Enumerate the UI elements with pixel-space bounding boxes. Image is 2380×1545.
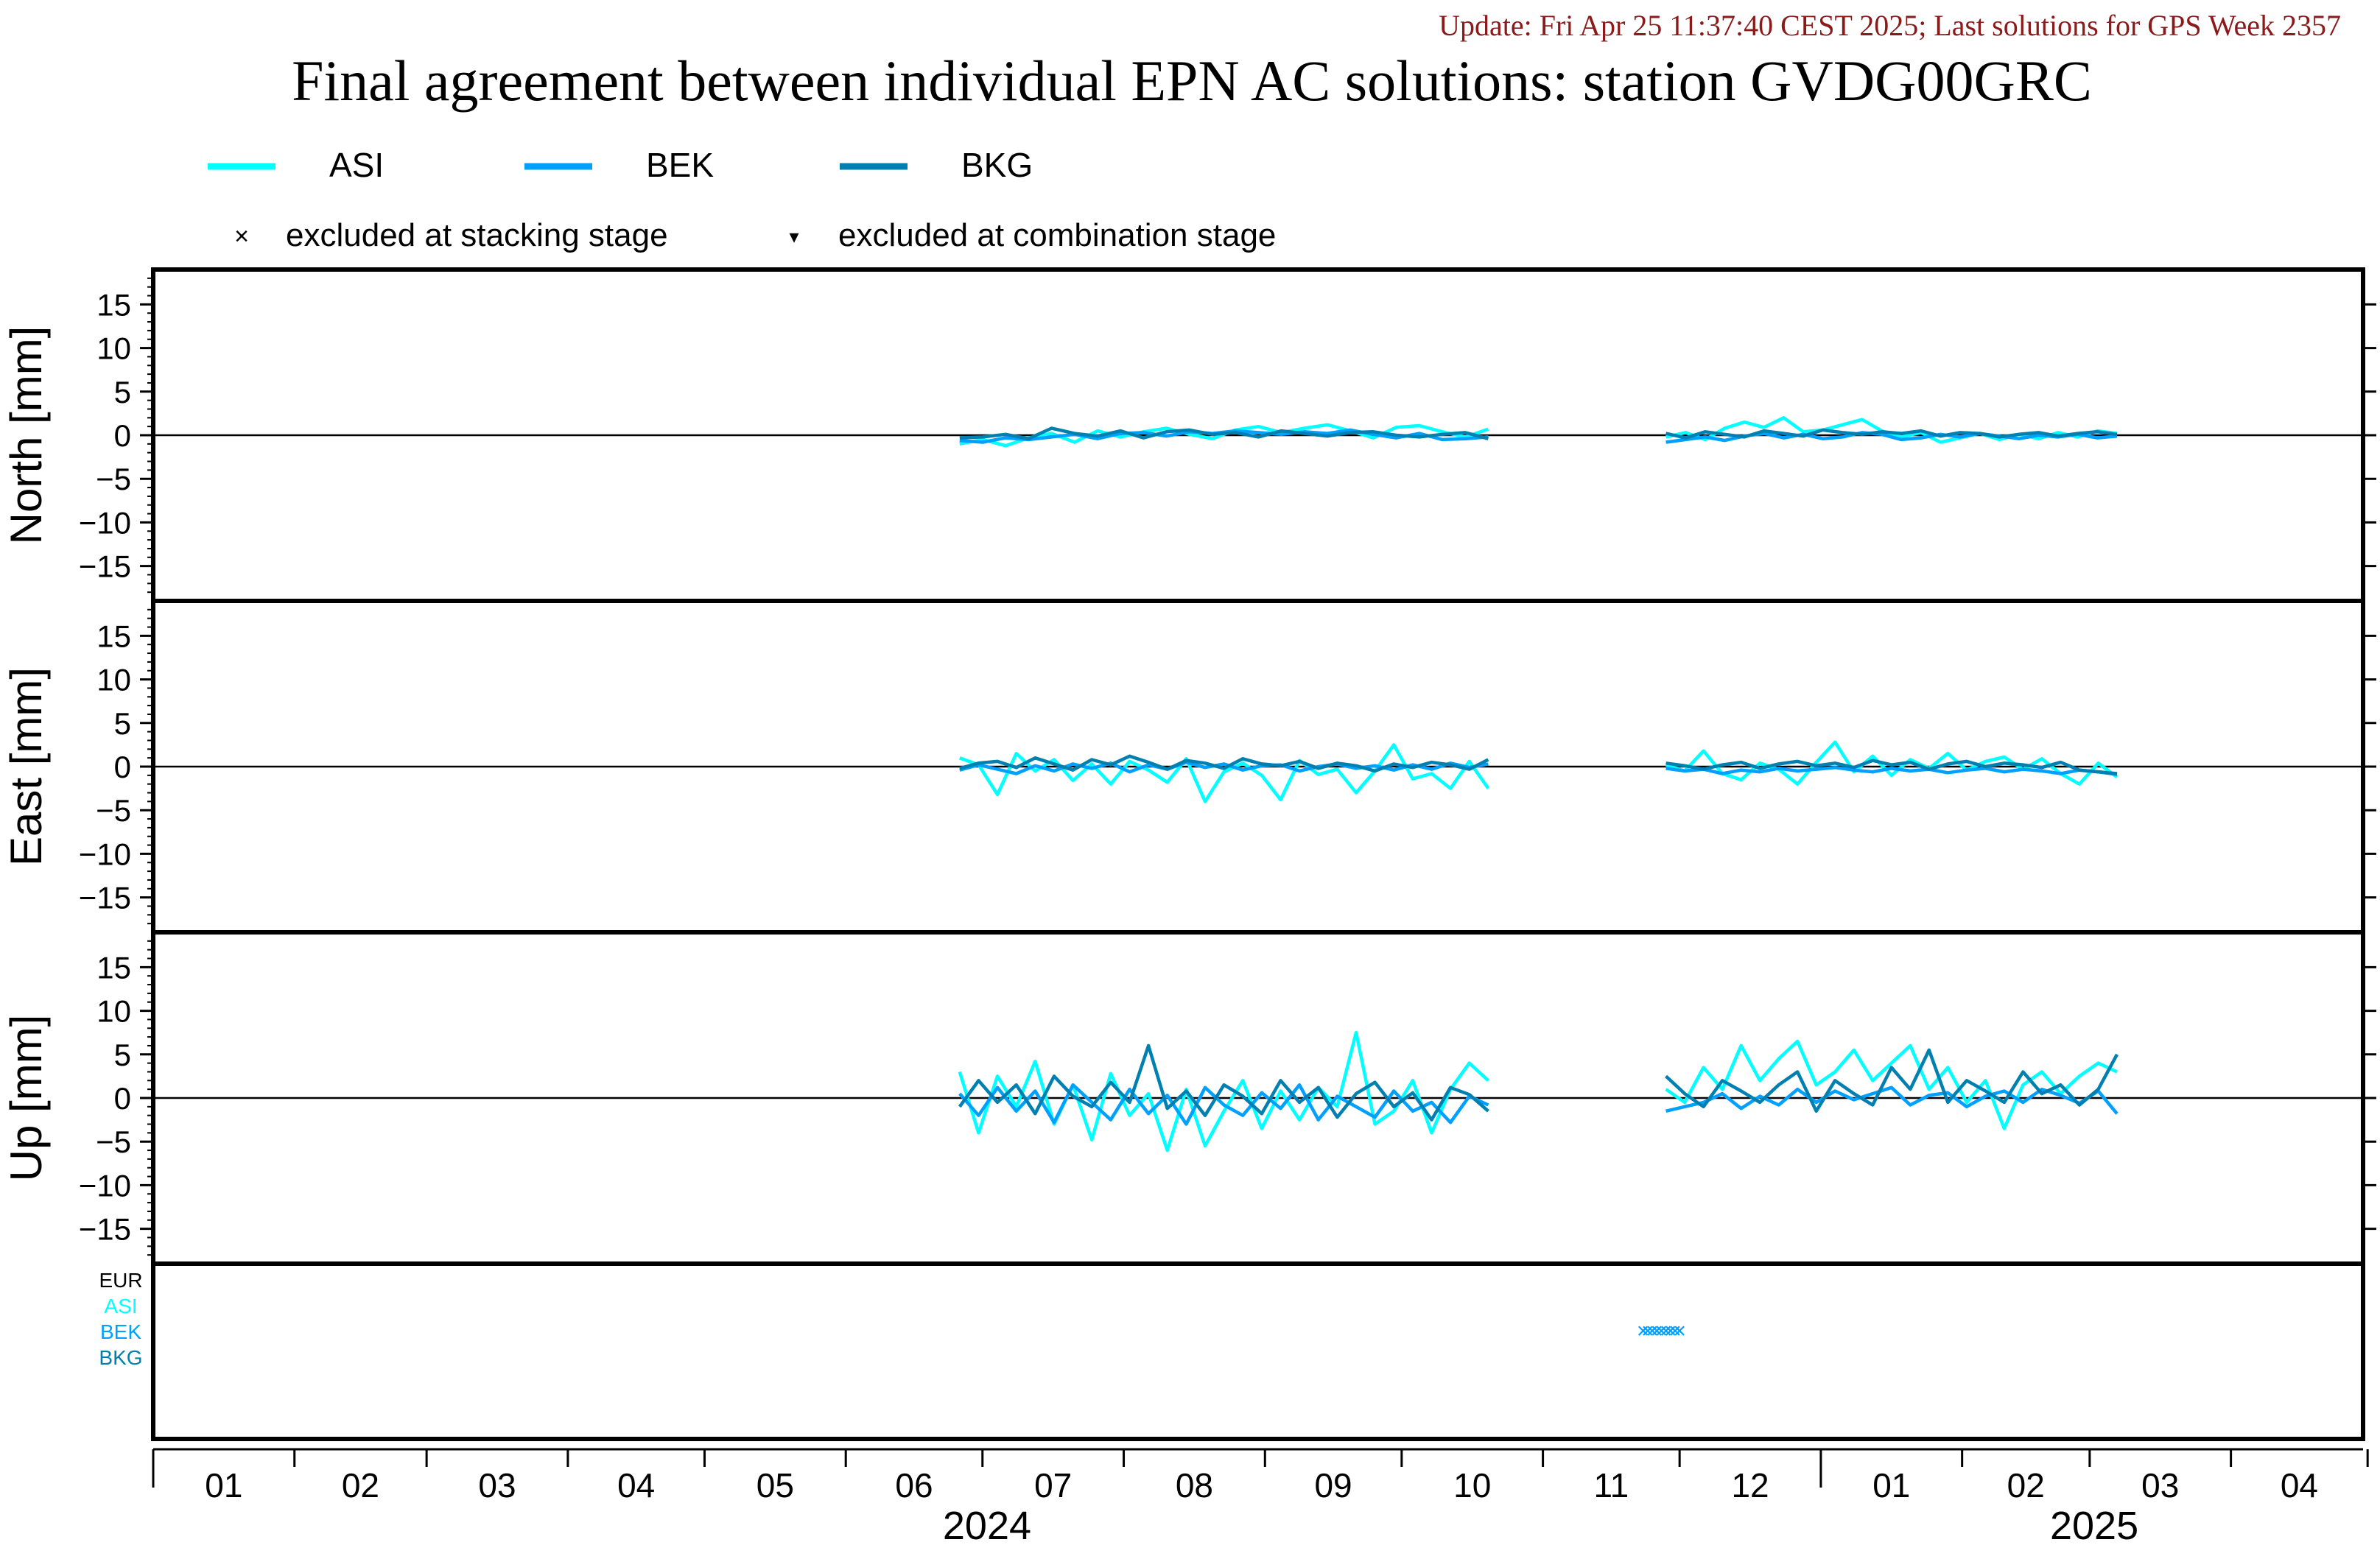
stacking-exclusion-marker: × bbox=[1655, 1319, 1668, 1343]
y-axis-label: North [mm] bbox=[1, 326, 51, 545]
x-axis: 01 02 03 04 05 06 07 08 09 10 11 12 01 02 03 04 2024 2025 bbox=[152, 1448, 2369, 1545]
series-line-bkg-segment-2 bbox=[1665, 1048, 2119, 1113]
x-month-label: 07 bbox=[1034, 1466, 1072, 1504]
series-line-bkg-segment-1 bbox=[958, 1044, 1489, 1122]
panel-up: 15 10 5 0 −5 −10 −15 Up [mm] bbox=[1, 930, 2376, 1266]
y-tick-label: 0 bbox=[114, 1081, 131, 1116]
y-tick-label: 5 bbox=[114, 1038, 131, 1072]
x-month-label: 02 bbox=[342, 1466, 379, 1504]
y-tick-label: −5 bbox=[96, 793, 131, 828]
x-year-label: 2024 bbox=[943, 1504, 1031, 1545]
series-line-bkg-segment-2 bbox=[1665, 428, 2118, 440]
x-month-label: 01 bbox=[205, 1466, 242, 1504]
panels: 15 10 5 0 −5 −10 −15 North [mm] 15 10 5 0 −5 −10 −15 Ea… bbox=[1, 267, 2376, 1441]
y-tick-label: 0 bbox=[114, 750, 131, 784]
series-line-asi-segment-2 bbox=[1665, 740, 2119, 786]
panel-east: 15 10 5 0 −5 −10 −15 East [mm] bbox=[1, 599, 2376, 935]
series-line-asi-segment-1 bbox=[958, 1030, 1489, 1152]
y-tick-label: 10 bbox=[96, 994, 131, 1029]
x-month-label: 03 bbox=[478, 1466, 516, 1504]
stacking-exclusion-marker: × bbox=[1637, 1319, 1650, 1343]
y-tick-label: −5 bbox=[96, 462, 131, 496]
x-month-label: 08 bbox=[1176, 1466, 1213, 1504]
exclusion-row-label-eur: EUR bbox=[99, 1269, 142, 1292]
y-tick-label: −10 bbox=[79, 837, 131, 871]
stacking-exclusion-marker: × bbox=[1650, 1319, 1663, 1343]
legend: ASI BEK BKG × excluded at stacking stage ▾ exc… bbox=[208, 146, 1276, 253]
combination-marker-label: excluded at combination stage bbox=[838, 217, 1276, 253]
x-year-label: 2025 bbox=[2050, 1504, 2138, 1545]
stacking-exclusion-marker: × bbox=[1660, 1319, 1673, 1343]
y-axis-label: East [mm] bbox=[1, 667, 51, 866]
series-line-bek-segment-1 bbox=[958, 1083, 1489, 1126]
series-line-bek-segment-2 bbox=[1665, 765, 2118, 776]
chart-title: Final agreement between individual EPN A… bbox=[292, 49, 2092, 113]
y-tick-label: 0 bbox=[114, 418, 131, 453]
series-line-bek-segment-1 bbox=[959, 760, 1489, 775]
exclusion-row-label-bek: BEK bbox=[100, 1320, 141, 1343]
y-tick-label: −10 bbox=[79, 1168, 131, 1203]
x-month-label: 03 bbox=[2141, 1466, 2179, 1504]
x-month-label: 10 bbox=[1453, 1466, 1491, 1504]
y-tick-label: −15 bbox=[79, 1212, 131, 1247]
y-tick-label: 5 bbox=[114, 706, 131, 741]
series-line-bkg-segment-2 bbox=[1665, 759, 2118, 775]
stacking-exclusion-marker: × bbox=[1673, 1319, 1686, 1343]
y-tick-label: 15 bbox=[96, 950, 131, 985]
series-line-bek-segment-2 bbox=[1665, 1085, 2119, 1115]
stacking-exclusion-marker: × bbox=[1664, 1319, 1677, 1343]
series-line-bkg-segment-1 bbox=[959, 426, 1489, 440]
x-month-label: 04 bbox=[2281, 1466, 2318, 1504]
y-axis-label: Up [mm] bbox=[1, 1015, 51, 1182]
y-tick-label: −10 bbox=[79, 505, 131, 540]
stacking-exclusion-marker: × bbox=[1668, 1319, 1682, 1343]
x-month-label: 05 bbox=[757, 1466, 794, 1504]
y-tick-label: 15 bbox=[96, 619, 131, 653]
x-month-label: 04 bbox=[617, 1466, 655, 1504]
x-month-label: 01 bbox=[1872, 1466, 1910, 1504]
x-month-label: 11 bbox=[1593, 1466, 1629, 1504]
y-tick-label: 15 bbox=[96, 287, 131, 322]
panel-north: 15 10 5 0 −5 −10 −15 North [mm] bbox=[1, 267, 2376, 603]
legend-label-bkg: BKG bbox=[961, 146, 1033, 184]
series-line-bkg-segment-1 bbox=[959, 754, 1489, 773]
legend-label-bek: BEK bbox=[646, 146, 714, 184]
exclusion-row-label-asi: ASI bbox=[104, 1295, 137, 1317]
stacking-exclusion-marker: × bbox=[1646, 1319, 1659, 1343]
update-text: Update: Fri Apr 25 11:37:40 CEST 2025; L… bbox=[1439, 9, 2341, 42]
x-month-label: 12 bbox=[1731, 1466, 1769, 1504]
stacking-marker-label: excluded at stacking stage bbox=[286, 217, 668, 253]
exclusion-row-label-bkg: BKG bbox=[99, 1346, 142, 1369]
stacking-exclusion-marker: × bbox=[1641, 1319, 1654, 1343]
x-month-label: 09 bbox=[1314, 1466, 1352, 1504]
y-tick-label: 10 bbox=[96, 331, 131, 366]
y-tick-label: 10 bbox=[96, 663, 131, 697]
combination-marker-icon: ▾ bbox=[789, 225, 798, 247]
series-line-asi-segment-1 bbox=[959, 743, 1490, 803]
y-tick-label: −15 bbox=[79, 549, 131, 584]
series-line-asi-segment-2 bbox=[1665, 1039, 2118, 1130]
y-tick-label: 5 bbox=[114, 375, 131, 409]
x-month-label: 02 bbox=[2007, 1466, 2045, 1504]
exclusion-panel-frame bbox=[151, 1261, 2365, 1441]
y-tick-label: −5 bbox=[96, 1125, 131, 1159]
x-month-label: 06 bbox=[895, 1466, 933, 1504]
stacking-marker-icon: × bbox=[234, 222, 249, 250]
legend-label-asi: ASI bbox=[329, 146, 384, 184]
y-tick-label: −15 bbox=[79, 881, 131, 915]
